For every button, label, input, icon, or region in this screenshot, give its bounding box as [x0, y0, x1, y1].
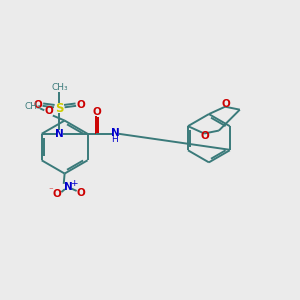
Text: O: O — [34, 100, 43, 110]
Text: O: O — [52, 189, 61, 199]
Text: +: + — [70, 179, 77, 188]
Text: O: O — [200, 131, 209, 141]
Text: O: O — [221, 99, 230, 110]
Text: H: H — [111, 135, 118, 144]
Text: N: N — [64, 182, 73, 192]
Text: N: N — [55, 129, 64, 139]
Text: CH₃: CH₃ — [51, 83, 68, 92]
Text: S: S — [55, 102, 64, 115]
Text: O: O — [93, 107, 102, 117]
Text: O: O — [76, 100, 85, 110]
Text: CH₃: CH₃ — [25, 102, 41, 111]
Text: O: O — [44, 106, 53, 116]
Text: ⁻: ⁻ — [48, 187, 53, 196]
Text: N: N — [111, 128, 120, 138]
Text: O: O — [76, 188, 85, 198]
